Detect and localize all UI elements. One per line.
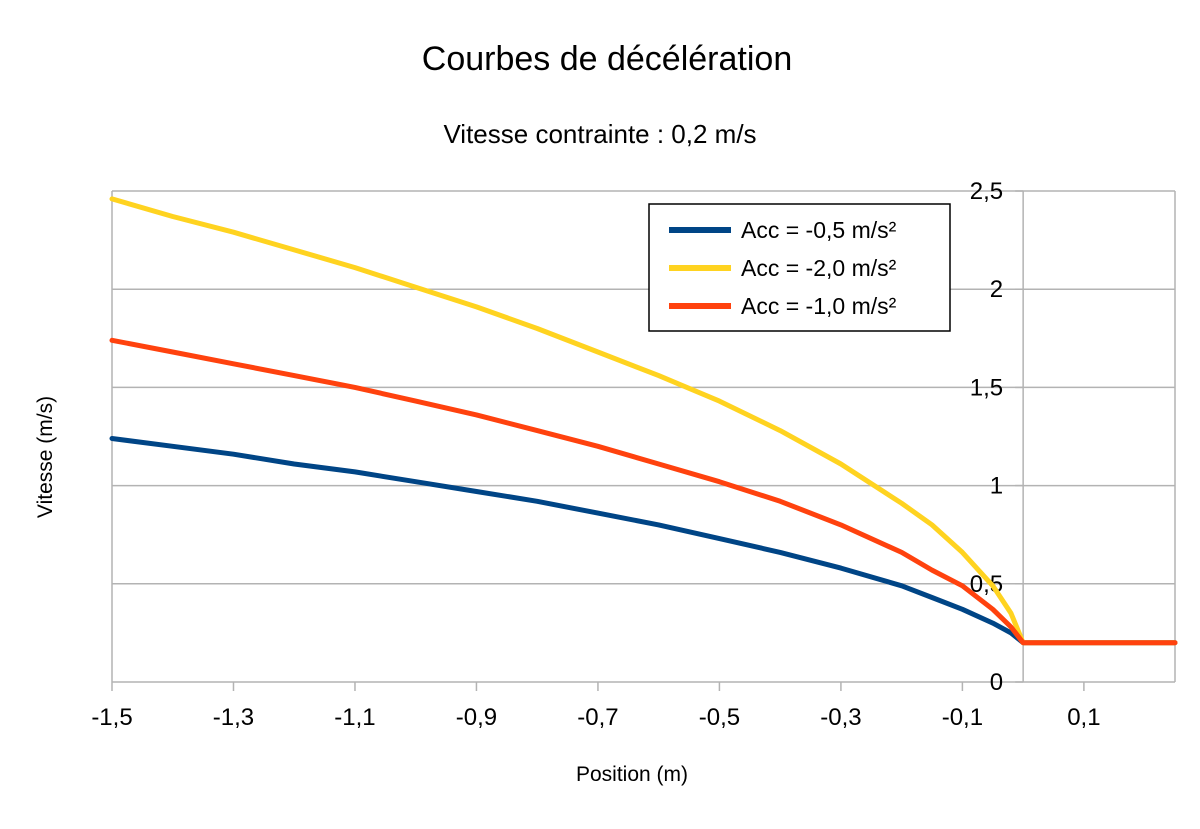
chart-subtitle: Vitesse contrainte : 0,2 m/s bbox=[443, 119, 756, 149]
y-tick-label: 0 bbox=[990, 669, 1003, 696]
legend: Acc = -0,5 m/s² Acc = -2,0 m/s² Acc = -1,0… bbox=[648, 203, 951, 332]
legend-label: Acc = -2,0 m/s² bbox=[741, 255, 897, 281]
series-line-2 bbox=[109, 196, 1178, 646]
x-tick-label: 0,1 bbox=[1067, 704, 1100, 731]
x-tick-label: -1,3 bbox=[213, 704, 254, 731]
x-tick-label: -0,1 bbox=[942, 704, 983, 731]
x-tick-label: -0,7 bbox=[577, 704, 618, 731]
legend-label: Acc = -0,5 m/s² bbox=[741, 217, 897, 243]
y-tick-label: 2,5 bbox=[970, 178, 1003, 205]
x-tick-label: -0,3 bbox=[820, 704, 861, 731]
x-tick-label: -0,5 bbox=[699, 704, 740, 731]
x-tick-label: -1,5 bbox=[91, 704, 132, 731]
series-line-3 bbox=[109, 337, 1178, 646]
x-axis-ticks: -1,5 -1,3 -1,1 -0,9 -0,7 -0,5 -0,3 -0,1 0,1 bbox=[91, 682, 1101, 731]
y-tick-label: 2 bbox=[990, 276, 1003, 303]
chart-title: Courbes de décélération bbox=[422, 40, 792, 78]
x-tick-label: -0,9 bbox=[456, 704, 497, 731]
axes bbox=[111, 191, 1176, 682]
series-line-1 bbox=[109, 436, 1178, 646]
y-axis-title: Vitesse (m/s) bbox=[34, 396, 57, 518]
legend-label: Acc = -1,0 m/s² bbox=[741, 293, 897, 319]
y-tick-label: 1 bbox=[990, 473, 1003, 500]
y-tick-label: 1,5 bbox=[970, 374, 1003, 401]
x-axis-title: Position (m) bbox=[576, 763, 688, 786]
series-lines bbox=[109, 196, 1178, 646]
grid bbox=[112, 190, 1175, 683]
x-tick-label: -1,1 bbox=[334, 704, 375, 731]
